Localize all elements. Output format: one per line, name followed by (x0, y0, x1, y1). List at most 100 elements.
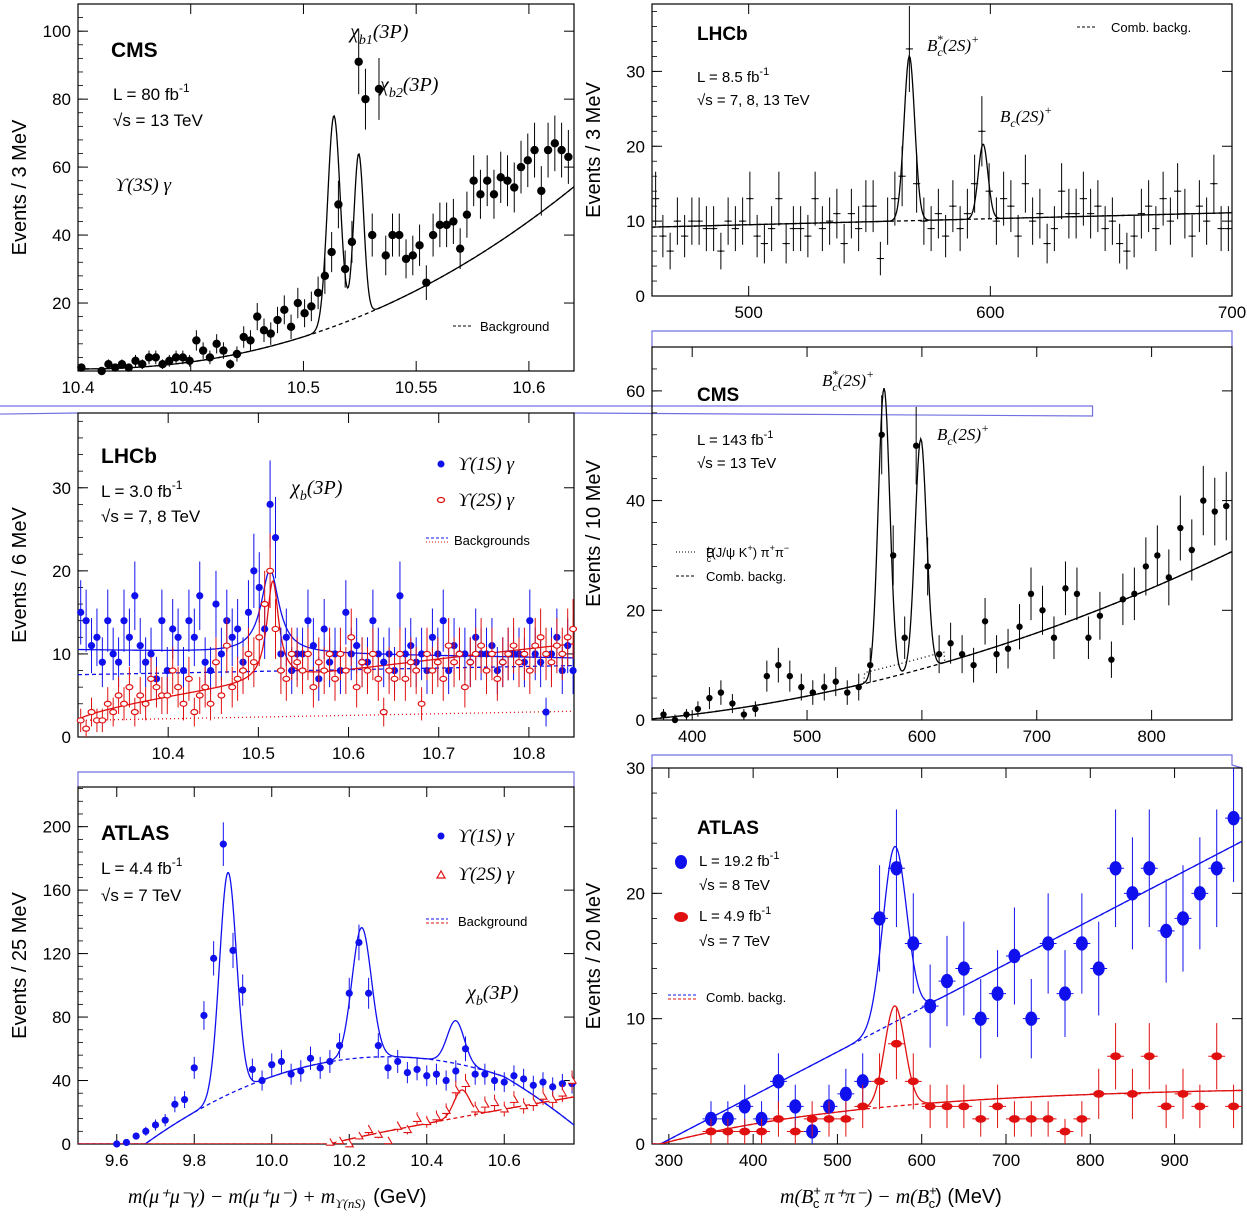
legend-label-1s: ϒ(1S) γ (458, 454, 514, 475)
energy-label: √s = 13 TeV (697, 455, 776, 472)
legend-lumi-7tev: L = 4.9 fb-1 (699, 905, 771, 925)
data-point (481, 1070, 489, 1078)
data-point (509, 1095, 519, 1103)
data-point (345, 1139, 355, 1148)
data-point (893, 197, 896, 200)
data-point (374, 675, 383, 682)
data-point (772, 1115, 784, 1123)
y-tick-label: 30 (52, 479, 71, 498)
data-point (864, 205, 867, 208)
data-point (374, 650, 382, 658)
data-point (1143, 1052, 1155, 1061)
data-point (1031, 220, 1034, 223)
data-point (316, 1064, 324, 1072)
data-point (327, 247, 336, 257)
data-point (1210, 861, 1223, 876)
data-point (461, 1045, 470, 1053)
data-point (97, 366, 106, 376)
x-tick-label: 600 (908, 727, 936, 746)
data-point (190, 708, 199, 716)
data-point (828, 220, 831, 223)
data-point (384, 1064, 392, 1072)
data-point (260, 600, 269, 608)
data-point (806, 235, 809, 238)
data-point (93, 633, 101, 641)
data-point (325, 650, 334, 658)
data-point (496, 173, 505, 182)
data-point (844, 689, 851, 696)
data-point (493, 675, 502, 682)
data-point (569, 625, 578, 633)
data-point (439, 617, 447, 625)
legend-energy-8tev: √s = 8 TeV (699, 877, 770, 894)
data-point (259, 326, 269, 335)
y-tick-label: 160 (43, 881, 71, 900)
data-point (314, 659, 323, 666)
data-point (729, 700, 736, 707)
data-point (1050, 634, 1058, 641)
y-tick-label: 0 (636, 1135, 645, 1154)
data-point (1053, 227, 1056, 230)
data-point (529, 1098, 539, 1107)
data-point (907, 1077, 919, 1086)
data-point (298, 667, 307, 674)
data-point (460, 684, 469, 691)
data-point (873, 911, 886, 926)
data-point (184, 675, 193, 682)
data-point (444, 642, 453, 649)
data-point (168, 667, 177, 674)
data-point (1027, 590, 1035, 598)
data-point (901, 175, 904, 178)
data-point (196, 592, 204, 600)
data-point (1176, 190, 1179, 193)
data-point (719, 250, 722, 253)
data-point (516, 162, 526, 172)
x-tick-label: 9.8 (182, 1151, 206, 1170)
lumi-label: L = 8.5 fb-1 (697, 66, 769, 86)
legend-backgrounds-label: Backgrounds (454, 533, 530, 548)
data-point (266, 567, 275, 574)
data-point (1220, 227, 1223, 230)
data-point (178, 353, 188, 362)
data-point (1096, 612, 1104, 619)
data-point (530, 145, 539, 155)
data-point (130, 708, 139, 716)
peak-label-bc: Bc(2S)+ (937, 421, 989, 448)
y-axis-label: Events / 3 MeV (9, 119, 31, 255)
data-point (886, 220, 889, 223)
data-point (248, 1065, 256, 1074)
x-tick-label: 10.6 (488, 1151, 521, 1170)
data-point (428, 230, 438, 240)
data-point (442, 220, 451, 230)
data-point (286, 322, 296, 332)
data-point (201, 684, 210, 691)
data-point (442, 1076, 450, 1085)
data-point (889, 552, 897, 559)
data-point (358, 659, 367, 666)
data-point (832, 678, 839, 685)
data-point (874, 1077, 886, 1086)
background-curve (78, 1056, 574, 1144)
data-point (654, 197, 657, 200)
data-point (661, 235, 664, 238)
data-point (461, 650, 469, 658)
data-point (1177, 1090, 1189, 1098)
panel-lhcb-bc: LHCb L = 8.5 fb-1 √s = 7, 8, 13 TeV Bc*(… (583, 3, 1246, 322)
data-point (163, 692, 172, 699)
data-point (1143, 861, 1156, 876)
data-point (558, 1080, 566, 1088)
data-point (975, 1115, 987, 1123)
data-point (1067, 212, 1070, 215)
peak-label-chib: χb(3P) (465, 982, 519, 1009)
data-point (907, 936, 920, 951)
data-point (542, 650, 551, 658)
data-point (185, 356, 194, 366)
panel-cms-chib: CMS L = 80 fb-1 √s = 13 TeV ϒ(3S) γ χb1(… (9, 3, 575, 397)
data-point (543, 145, 553, 155)
data-point (180, 1095, 189, 1104)
y-tick-label: 200 (43, 818, 71, 837)
data-point (428, 633, 437, 641)
data-point (293, 298, 303, 308)
data-point (277, 1057, 286, 1066)
data-point (526, 617, 534, 625)
